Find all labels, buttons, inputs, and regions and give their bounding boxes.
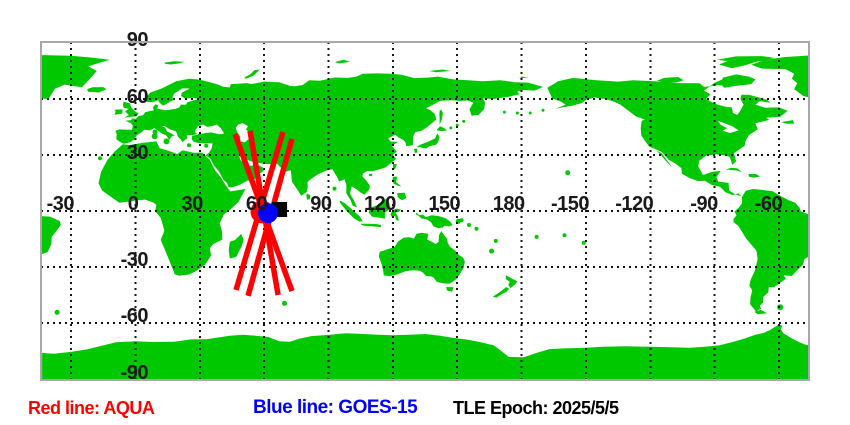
- tick-labels: -30 0 30 60 90 120 150 180 -150 -120 -90 -60 90 60 30 -…: [47, 29, 783, 384]
- small-island: [493, 238, 498, 243]
- lat-tick-label: -30: [121, 249, 149, 271]
- lat-tick-label: 90: [127, 29, 149, 51]
- small-island: [455, 123, 459, 127]
- small-island: [163, 138, 170, 145]
- small-island: [489, 248, 495, 254]
- small-island: [502, 110, 506, 114]
- small-island: [474, 226, 479, 231]
- small-island: [534, 234, 539, 239]
- map-inner: [5, 42, 832, 380]
- small-island: [151, 133, 158, 140]
- lon-tick-label: 60: [246, 193, 268, 215]
- lon-tick-label: 180: [493, 193, 525, 215]
- legend-red-line: Red line: AQUA: [28, 398, 155, 418]
- small-island: [777, 304, 784, 311]
- small-island: [98, 156, 102, 161]
- small-island: [5, 304, 11, 310]
- lon-tick-label: 90: [310, 193, 332, 215]
- small-island: [827, 310, 832, 315]
- lat-tick-label: -90: [121, 362, 149, 384]
- lon-tick-label: 0: [128, 193, 139, 215]
- lat-tick-label: 60: [127, 86, 149, 108]
- small-island: [332, 186, 337, 191]
- small-island: [467, 223, 471, 227]
- small-island: [204, 143, 209, 148]
- lon-tick-label: 150: [428, 193, 460, 215]
- legend-tle-epoch: TLE Epoch: 2025/5/5: [453, 398, 619, 418]
- lon-tick-label: -120: [615, 193, 653, 215]
- legend-blue-line: Blue line: GOES-15: [253, 397, 418, 418]
- lat-tick-label: 30: [127, 142, 149, 164]
- map-border: [40, 41, 810, 381]
- small-island: [528, 111, 532, 115]
- small-island: [282, 300, 287, 306]
- lon-tick-label: -90: [690, 193, 718, 215]
- small-island: [54, 309, 60, 315]
- small-island: [187, 143, 191, 148]
- small-island: [152, 129, 158, 135]
- lon-tick-label: 120: [364, 193, 396, 215]
- small-island: [449, 126, 453, 130]
- lon-tick-label: -60: [755, 193, 783, 215]
- small-island: [562, 233, 567, 238]
- goes15-position-marker: [258, 203, 278, 224]
- small-island: [565, 170, 571, 176]
- lon-tick-label: -30: [47, 193, 75, 215]
- lon-tick-label: -150: [551, 193, 589, 215]
- lat-tick-label: -60: [121, 305, 149, 327]
- small-island: [515, 111, 519, 115]
- small-island: [581, 240, 586, 245]
- lon-tick-label: 30: [182, 193, 204, 215]
- small-island: [541, 108, 545, 112]
- small-island: [462, 119, 466, 123]
